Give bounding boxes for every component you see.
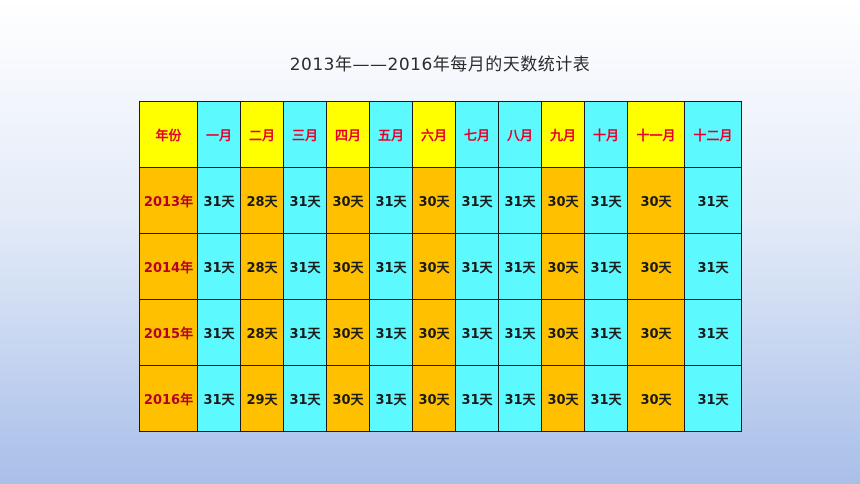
table-cell: 31天 [283, 167, 327, 234]
table-cell: 30天 [412, 365, 456, 432]
table-cell: 31天 [197, 365, 241, 432]
table-cell: 31天 [498, 167, 542, 234]
year-cell: 2014年 [139, 233, 198, 300]
days-per-month-table: 年份 一月 二月 三月 四月 五月 六月 七月 八月 九月 十月 十一月 十二月… [139, 101, 742, 432]
header-cell: 一月 [197, 101, 241, 168]
table-cell: 30天 [627, 299, 685, 366]
table-cell: 31天 [498, 233, 542, 300]
table-cell: 31天 [283, 233, 327, 300]
table-cell: 30天 [326, 299, 370, 366]
header-cell: 四月 [326, 101, 370, 168]
table-cell: 30天 [412, 299, 456, 366]
table-cell: 31天 [584, 167, 628, 234]
table-cell: 30天 [326, 167, 370, 234]
table-cell: 28天 [240, 233, 284, 300]
table-cell: 28天 [240, 299, 284, 366]
year-cell: 2013年 [139, 167, 198, 234]
table-cell: 28天 [240, 167, 284, 234]
header-cell: 十一月 [627, 101, 685, 168]
table-cell: 31天 [197, 233, 241, 300]
header-cell: 九月 [541, 101, 585, 168]
header-cell: 三月 [283, 101, 327, 168]
table-cell: 30天 [627, 233, 685, 300]
table-cell: 30天 [326, 365, 370, 432]
table-cell: 31天 [455, 299, 499, 366]
table-cell: 30天 [541, 299, 585, 366]
table-cell: 31天 [684, 167, 742, 234]
table-cell: 31天 [197, 299, 241, 366]
table-cell: 30天 [541, 167, 585, 234]
year-cell: 2015年 [139, 299, 198, 366]
header-cell: 十月 [584, 101, 628, 168]
table-cell: 31天 [498, 365, 542, 432]
table-cell: 31天 [369, 365, 413, 432]
year-cell: 2016年 [139, 365, 198, 432]
table-header-row: 年份 一月 二月 三月 四月 五月 六月 七月 八月 九月 十月 十一月 十二月 [139, 101, 742, 168]
table-cell: 31天 [283, 365, 327, 432]
table-cell: 31天 [684, 299, 742, 366]
table-cell: 31天 [455, 365, 499, 432]
table-cell: 30天 [412, 233, 456, 300]
table-cell: 31天 [584, 365, 628, 432]
header-cell: 八月 [498, 101, 542, 168]
table-cell: 31天 [369, 299, 413, 366]
table-row: 2013年 31天 28天 31天 30天 31天 30天 31天 31天 30… [139, 167, 742, 234]
table-cell: 31天 [369, 233, 413, 300]
table-cell: 29天 [240, 365, 284, 432]
table-cell: 31天 [283, 299, 327, 366]
header-cell: 二月 [240, 101, 284, 168]
table-cell: 30天 [326, 233, 370, 300]
table-cell: 30天 [541, 233, 585, 300]
table-cell: 30天 [627, 365, 685, 432]
table-row: 2014年 31天 28天 31天 30天 31天 30天 31天 31天 30… [139, 233, 742, 300]
table-cell: 30天 [627, 167, 685, 234]
page-title: 2013年——2016年每月的天数统计表 [289, 55, 591, 75]
header-cell: 七月 [455, 101, 499, 168]
table-cell: 30天 [541, 365, 585, 432]
table-cell: 31天 [369, 167, 413, 234]
table-cell: 31天 [584, 233, 628, 300]
table-cell: 31天 [455, 167, 499, 234]
table-cell: 31天 [197, 167, 241, 234]
table-cell: 31天 [584, 299, 628, 366]
table-cell: 31天 [684, 365, 742, 432]
table-cell: 31天 [498, 299, 542, 366]
table-cell: 31天 [455, 233, 499, 300]
table-cell: 30天 [412, 167, 456, 234]
header-cell: 六月 [412, 101, 456, 168]
table-cell: 31天 [684, 233, 742, 300]
header-cell: 十二月 [684, 101, 742, 168]
header-cell: 年份 [139, 101, 198, 168]
table-row: 2015年 31天 28天 31天 30天 31天 30天 31天 31天 30… [139, 299, 742, 366]
table-row: 2016年 31天 29天 31天 30天 31天 30天 31天 31天 30… [139, 365, 742, 432]
header-cell: 五月 [369, 101, 413, 168]
